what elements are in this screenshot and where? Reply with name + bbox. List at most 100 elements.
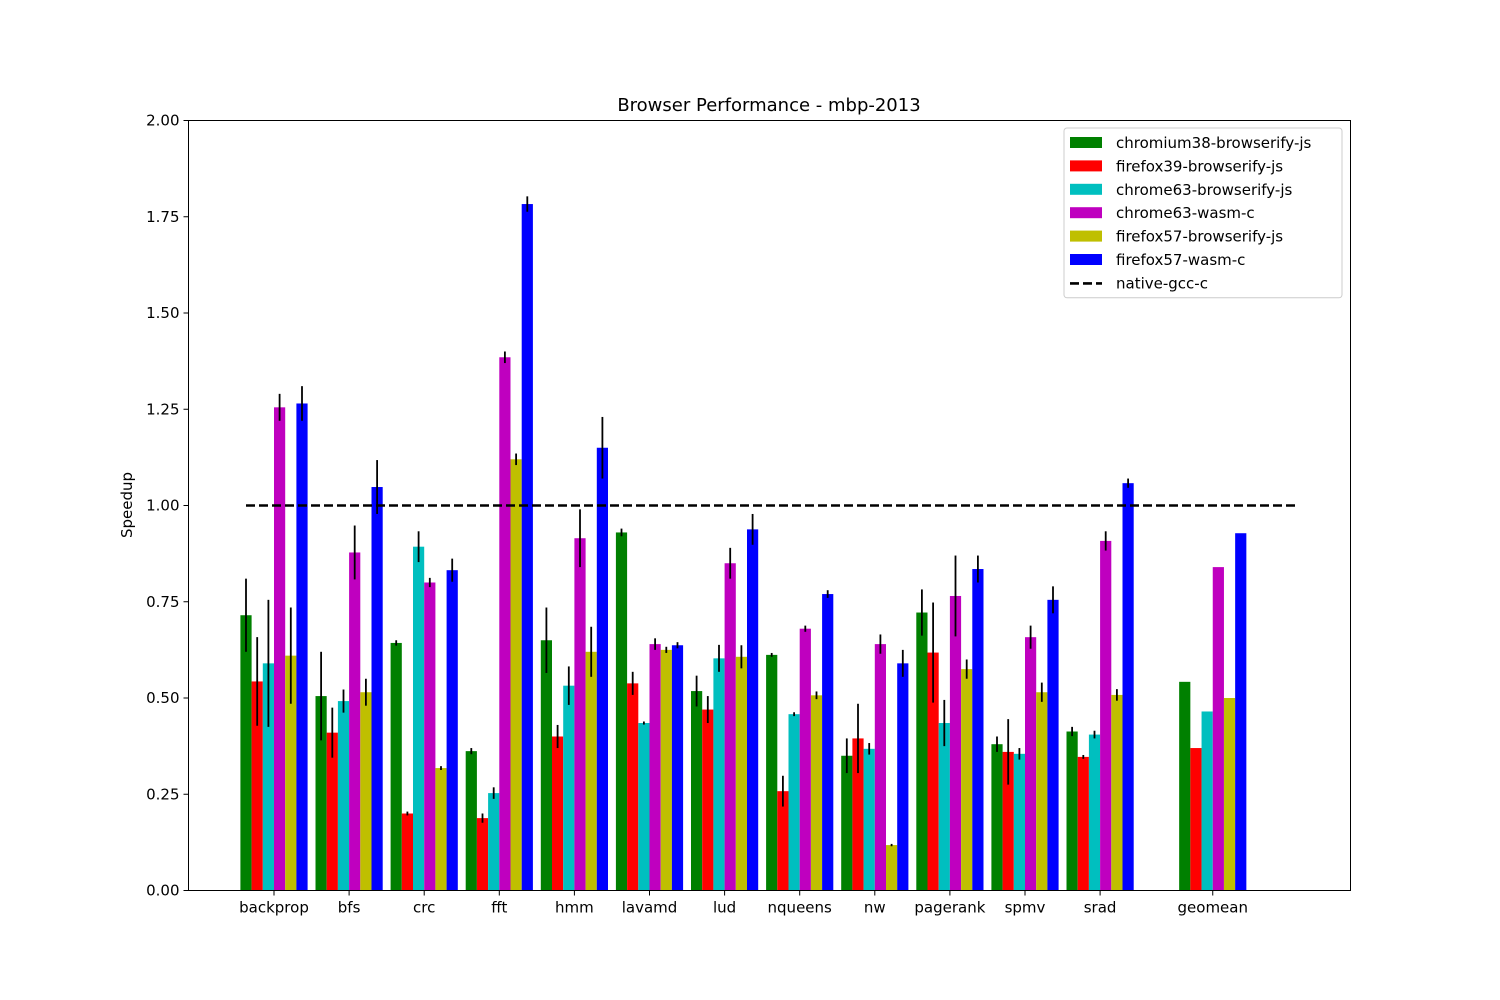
bar-chrome63-browserify-js-backprop (262, 663, 274, 891)
legend-label-native-gcc-c: native-gcc-c (1116, 274, 1208, 292)
x-tick-label-spmv: spmv (1005, 899, 1046, 917)
bar-chrome63-wasm-c-lud (724, 563, 736, 891)
bar-chrome63-browserify-js-bfs (337, 701, 350, 891)
legend-frame (1063, 127, 1343, 299)
legend-swatch-chrome63-browserify-js (1070, 183, 1102, 195)
bar-chrome63-wasm-c-srad (1100, 540, 1112, 891)
bar-firefox39-browserify-js-nw (852, 738, 864, 891)
x-axis: backprop bfs crc fft hmm lavamd lud nqueens nw pa… (239, 890, 1248, 917)
x-tick-label-nw: nw (864, 899, 886, 917)
bar-firefox57-wasm-c-srad (1122, 483, 1134, 891)
bar-chrome63-wasm-c-hmm (574, 538, 586, 891)
bar-firefox57-wasm-c-spmv (1047, 599, 1059, 891)
bar-firefox39-browserify-js-lud (702, 709, 714, 891)
y-tick-label: 1.25 (146, 400, 179, 418)
x-tick-label-srad: srad (1084, 899, 1117, 917)
bar-firefox57-wasm-c-nw (897, 663, 909, 891)
bar-chrome63-browserify-js-crc (413, 546, 425, 891)
bar-firefox39-browserify-js-crc (401, 813, 413, 891)
bar-firefox39-browserify-js-bfs (326, 732, 338, 891)
legend-swatch-firefox57-wasm-c (1070, 254, 1102, 265)
legend-swatch-firefox57-browserify-js (1070, 230, 1102, 242)
bar-firefox57-wasm-c-crc (446, 570, 458, 891)
bar-firefox57-wasm-c-lavamd (671, 645, 684, 891)
legend: chromium38-browserify-js firefox39-browse… (1063, 127, 1343, 299)
x-tick-label-fft: fft (491, 899, 507, 917)
plot-frame (188, 120, 1351, 891)
error-bars-layer (245, 196, 1129, 847)
bar-chromium38-browserify-js-nqueens (766, 654, 778, 891)
bar-firefox39-browserify-js-spmv (1002, 751, 1014, 891)
y-tick-label: 1.00 (146, 497, 179, 515)
bar-chrome63-browserify-js-srad (1088, 734, 1101, 891)
bar-firefox39-browserify-js-nqueens (777, 791, 789, 891)
chart-title: Browser Performance - mbp-2013 (617, 95, 920, 116)
bar-firefox57-wasm-c-hmm (596, 447, 608, 891)
bar-chromium38-browserify-js-srad (1066, 731, 1078, 891)
bar-firefox57-browserify-js-nqueens (810, 695, 823, 891)
bar-chromium38-browserify-js-crc (390, 642, 402, 891)
legend-label-firefox57-wasm-c: firefox57-wasm-c (1116, 251, 1245, 269)
y-axis: 0.00 0.25 0.50 0.75 1.00 1.25 1.50 1.75 2.00 (146, 112, 189, 900)
bar-firefox57-browserify-js-geomean (1223, 698, 1236, 891)
bar-chrome63-browserify-js-pagerank (938, 723, 950, 891)
bar-chromium38-browserify-js-geomean (1179, 681, 1191, 891)
x-tick-label-nqueens: nqueens (768, 899, 832, 917)
bar-chromium38-browserify-js-backprop (240, 615, 252, 891)
bar-chrome63-browserify-js-fft (488, 793, 500, 891)
bar-firefox57-browserify-js-pagerank (961, 669, 973, 891)
bar-chrome63-wasm-c-geomean (1212, 567, 1224, 891)
bar-firefox39-browserify-js-hmm (552, 736, 564, 891)
bar-chrome63-browserify-js-nqueens (788, 714, 800, 891)
bar-firefox57-browserify-js-spmv (1036, 692, 1048, 891)
bar-firefox57-browserify-js-nw (886, 845, 898, 891)
legend-label-chromium38-browserify-js: chromium38-browserify-js (1116, 134, 1312, 152)
bar-firefox57-wasm-c-fft (521, 204, 533, 891)
legend-label-firefox57-browserify-js: firefox57-browserify-js (1116, 228, 1283, 246)
legend-swatch-chromium38-browserify-js (1070, 137, 1102, 148)
bar-firefox57-wasm-c-bfs (371, 487, 383, 891)
bar-chrome63-browserify-js-lud (713, 658, 725, 891)
bar-firefox39-browserify-js-lavamd (627, 683, 639, 891)
bars-layer (240, 204, 1247, 891)
y-tick-label: 1.50 (146, 304, 179, 322)
bar-firefox57-browserify-js-lavamd (660, 649, 672, 891)
bar-chrome63-browserify-js-hmm (563, 685, 575, 891)
bar-firefox57-browserify-js-fft (510, 459, 522, 891)
y-tick-label: 0.50 (146, 689, 179, 707)
bar-firefox39-browserify-js-backprop (251, 681, 263, 891)
bar-chromium38-browserify-js-fft (465, 751, 477, 891)
bar-firefox57-browserify-js-hmm (585, 651, 597, 891)
bar-chromium38-browserify-js-nw (841, 755, 853, 891)
y-tick-label: 0.25 (146, 785, 179, 803)
bar-chrome63-wasm-c-nw (874, 644, 886, 891)
y-tick-label: 2.00 (146, 112, 179, 130)
x-tick-label-hmm: hmm (555, 899, 594, 917)
bar-firefox39-browserify-js-pagerank (927, 652, 939, 891)
x-tick-label-lavamd: lavamd (622, 899, 678, 917)
bar-chromium38-browserify-js-spmv (991, 744, 1003, 891)
bar-chromium38-browserify-js-bfs (315, 696, 327, 891)
bar-chrome63-wasm-c-lavamd (649, 644, 661, 891)
bar-firefox39-browserify-js-geomean (1190, 748, 1202, 891)
bar-firefox57-wasm-c-nqueens (822, 594, 834, 891)
bar-firefox57-wasm-c-pagerank (972, 569, 984, 891)
bar-chrome63-wasm-c-bfs (349, 552, 361, 891)
bar-firefox57-browserify-js-srad (1111, 694, 1123, 891)
y-tick-label: 1.75 (146, 208, 179, 226)
bar-chrome63-browserify-js-lavamd (638, 723, 650, 891)
x-tick-label-crc: crc (413, 899, 435, 917)
x-tick-label-geomean: geomean (1178, 899, 1248, 917)
bar-chromium38-browserify-js-lavamd (615, 532, 628, 891)
bar-firefox57-wasm-c-lud (747, 529, 759, 891)
bar-firefox39-browserify-js-fft (476, 818, 489, 891)
x-tick-label-bfs: bfs (338, 899, 361, 917)
x-tick-label-lud: lud (713, 899, 736, 917)
bar-chrome63-browserify-js-spmv (1013, 753, 1025, 891)
bar-chrome63-wasm-c-spmv (1025, 637, 1037, 891)
bar-chromium38-browserify-js-lud (691, 691, 703, 891)
y-axis-label: Speedup (118, 472, 136, 538)
bar-firefox57-browserify-js-crc (435, 768, 447, 891)
bar-chrome63-wasm-c-crc (424, 582, 436, 891)
